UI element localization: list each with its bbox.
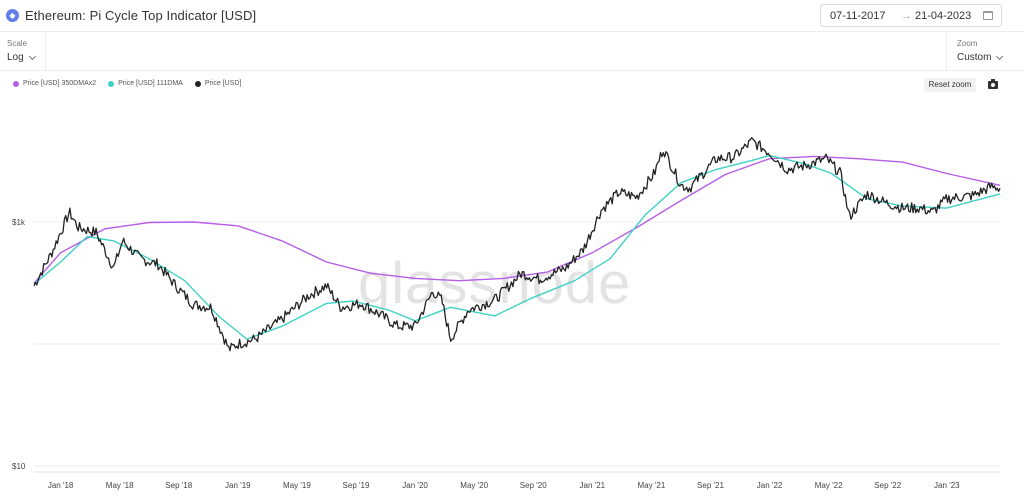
x-tick-label: Sep '20	[520, 481, 547, 490]
legend-label: Price [USD]	[204, 80, 242, 87]
calendar-icon[interactable]	[983, 11, 993, 20]
x-tick-label: Jan '23	[934, 481, 960, 490]
legend-item-350dmax2[interactable]: Price [USD] 350DMAx2	[13, 80, 96, 87]
date-range-picker[interactable]: 07-11-2017 → 21-04-2023	[820, 4, 1002, 27]
series-line-350dmax2[interactable]	[33, 155, 1001, 284]
x-tick-label: May '18	[106, 481, 134, 490]
date-arrow-icon: →	[901, 9, 912, 22]
legend-label: Price [USD] 111DMA	[118, 80, 183, 87]
y-tick-label: $1k	[12, 218, 26, 227]
zoom-label: Zoom	[957, 39, 978, 48]
x-axis-ticks: Jan '18 May '18 Sep '18 Jan '19 May '19 Sep '…	[48, 481, 960, 490]
date-from[interactable]: 07-11-2017	[830, 9, 886, 22]
x-tick-label: Sep '21	[697, 481, 724, 490]
chart-title: Ethereum: Pi Cycle Top Indicator [USD]	[25, 8, 257, 23]
x-tick-label: Jan '22	[757, 481, 783, 490]
x-tick-label: Sep '19	[343, 481, 370, 490]
date-to[interactable]: 21-04-2023	[915, 9, 972, 22]
x-tick-label: Jan '18	[48, 481, 74, 490]
scale-label: Scale	[7, 39, 28, 48]
x-tick-label: May '19	[283, 481, 311, 490]
x-tick-label: Sep '18	[165, 481, 192, 490]
zoom-select[interactable]: Zoom Custom	[946, 33, 1024, 70]
x-tick-label: Jan '21	[580, 481, 606, 490]
chart-controls: Scale Log Zoom Custom	[0, 33, 1024, 71]
zoom-value[interactable]: Custom	[957, 52, 992, 63]
x-tick-label: May '22	[815, 481, 843, 490]
series-lines	[33, 137, 1001, 352]
y-tick-label: $10	[12, 462, 26, 471]
scale-value[interactable]: Log	[7, 52, 24, 63]
series-line-price[interactable]	[33, 137, 1001, 352]
zoom-value-wrap[interactable]: Custom	[957, 52, 1024, 63]
legend-item-111dma[interactable]: Price [USD] 111DMA	[108, 80, 183, 87]
x-tick-label: Jan '20	[402, 481, 428, 490]
watermark: glassnode	[358, 251, 631, 316]
reset-zoom-button[interactable]: Reset zoom	[924, 78, 976, 92]
ethereum-icon: ◆	[6, 9, 19, 22]
x-tick-label: May '20	[460, 481, 488, 490]
legend-label: Price [USD] 350DMAx2	[23, 80, 97, 87]
series-line-111dma[interactable]	[33, 154, 1001, 340]
x-tick-label: May '21	[638, 481, 666, 490]
legend-dot-icon	[194, 80, 201, 87]
x-tick-label: Jan '19	[225, 481, 251, 490]
chart-legend: Price [USD] 350DMAx2 Price [USD] 111DMA …	[13, 80, 253, 87]
x-tick-label: Sep '22	[874, 481, 901, 490]
legend-dot-icon	[13, 80, 19, 87]
y-axis-ticks: $1k $10	[12, 218, 26, 471]
scale-select[interactable]: Scale Log	[0, 33, 46, 70]
chart-header: ◆ Ethereum: Pi Cycle Top Indicator [USD]…	[0, 0, 1024, 32]
legend-item-price[interactable]: Price [USD]	[194, 80, 242, 87]
legend-dot-icon	[108, 80, 115, 87]
scale-value-wrap[interactable]: Log	[7, 52, 45, 63]
camera-icon[interactable]	[988, 79, 998, 89]
title-wrap: ◆ Ethereum: Pi Cycle Top Indicator [USD]	[6, 8, 256, 23]
